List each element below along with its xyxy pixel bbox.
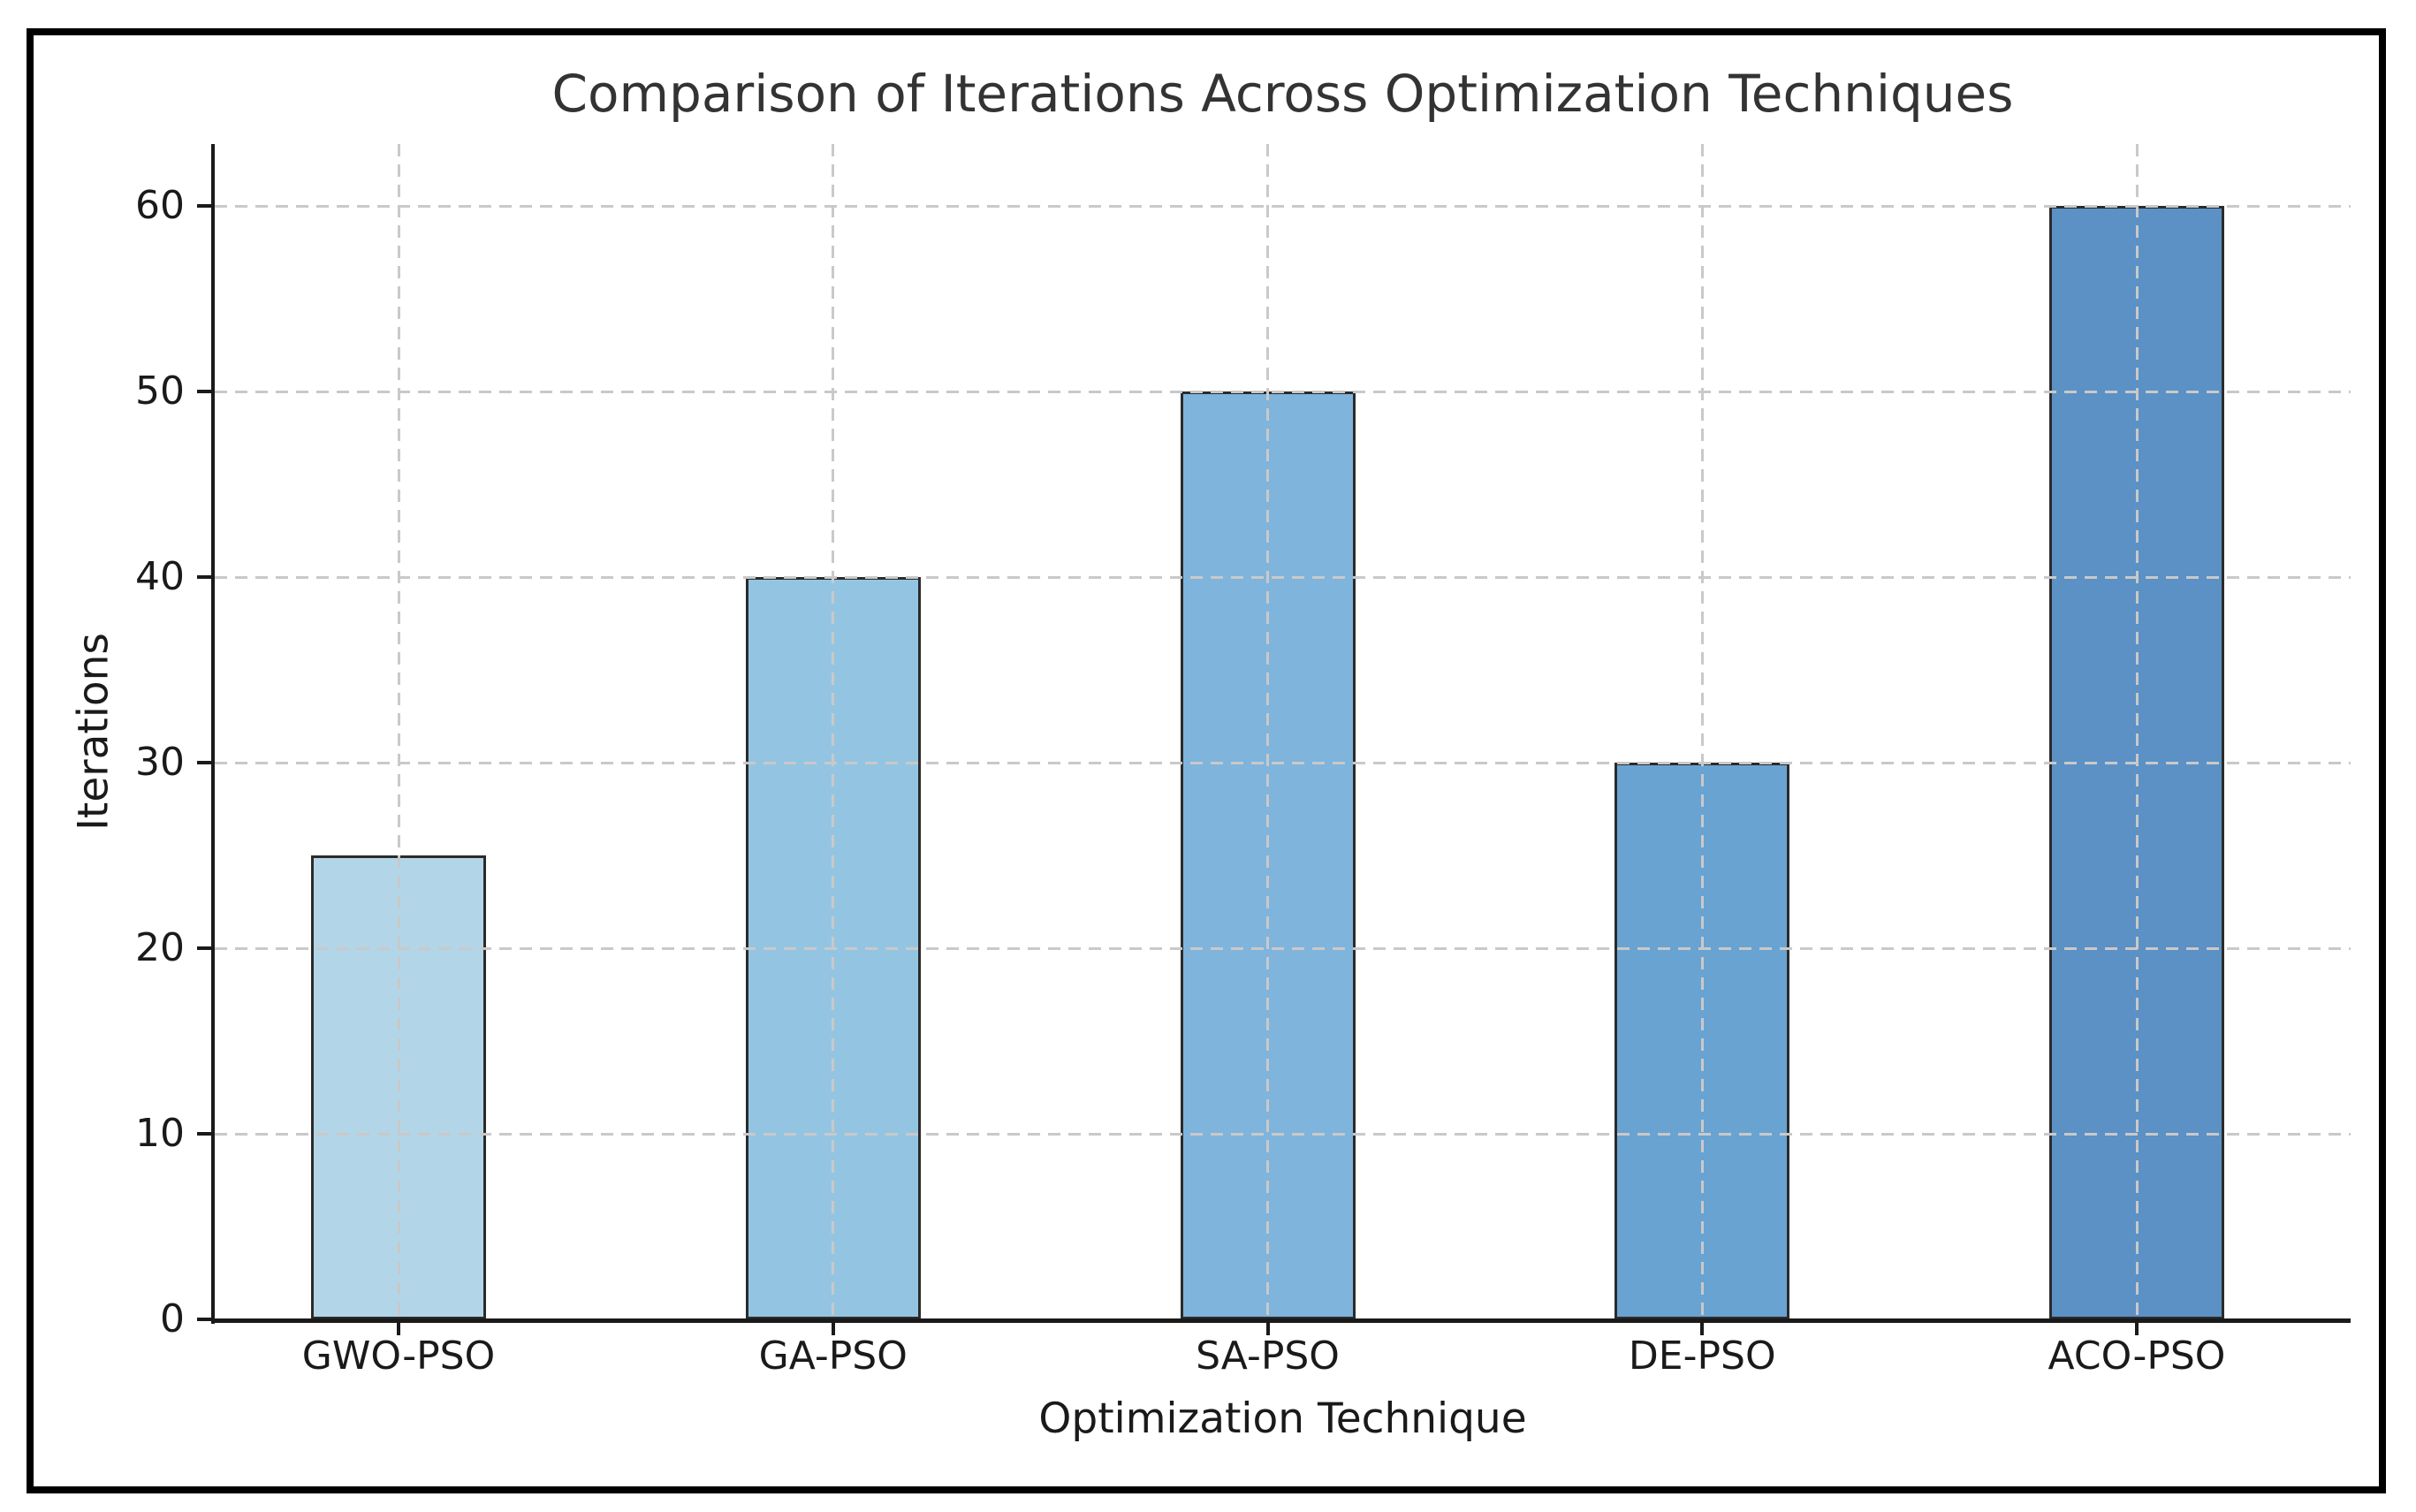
v-gridline-sa-pso — [1266, 144, 1269, 1319]
h-gridline-50 — [215, 390, 2351, 393]
v-gridline-aco-pso — [2135, 144, 2139, 1319]
h-gridline-40 — [215, 575, 2351, 579]
x-tick-label-gwo-pso: GWO-PSO — [301, 1333, 496, 1379]
h-gridline-20 — [215, 946, 2351, 950]
chart-title: Comparison of Iterations Across Optimiza… — [551, 64, 2014, 124]
y-tick-label-40: 40 — [135, 554, 185, 599]
y-tick-mark-50 — [197, 390, 213, 393]
x-axis-spine — [211, 1318, 2351, 1323]
h-gridline-60 — [215, 204, 2351, 208]
x-tick-label-ga-pso: GA-PSO — [758, 1333, 908, 1379]
h-gridline-10 — [215, 1132, 2351, 1136]
figure-border — [27, 28, 2386, 1493]
v-gridline-gwo-pso — [397, 144, 400, 1319]
x-tick-mark-de-pso — [1700, 1319, 1705, 1335]
y-tick-mark-0 — [197, 1318, 213, 1321]
y-tick-label-0: 0 — [160, 1296, 185, 1341]
x-tick-mark-sa-pso — [1265, 1319, 1270, 1335]
x-tick-mark-ga-pso — [831, 1319, 835, 1335]
y-tick-label-20: 20 — [135, 925, 185, 970]
y-axis-label: Iterations — [69, 633, 118, 831]
y-tick-mark-60 — [197, 204, 213, 208]
x-tick-label-aco-pso: ACO-PSO — [2048, 1333, 2226, 1379]
v-gridline-ga-pso — [832, 144, 835, 1319]
x-axis-label: Optimization Technique — [1038, 1394, 1527, 1443]
y-axis-spine — [211, 144, 215, 1324]
y-tick-mark-10 — [197, 1132, 213, 1136]
x-tick-mark-aco-pso — [2135, 1319, 2139, 1335]
y-tick-mark-20 — [197, 946, 213, 950]
y-tick-mark-30 — [197, 761, 213, 764]
y-tick-label-30: 30 — [135, 740, 185, 785]
x-tick-label-de-pso: DE-PSO — [1628, 1333, 1776, 1379]
x-tick-label-sa-pso: SA-PSO — [1196, 1333, 1340, 1379]
y-tick-label-50: 50 — [135, 369, 185, 414]
v-gridline-de-pso — [1700, 144, 1704, 1319]
y-tick-label-10: 10 — [135, 1111, 185, 1156]
x-tick-mark-gwo-pso — [397, 1319, 400, 1335]
y-tick-mark-40 — [197, 575, 213, 579]
y-tick-label-60: 60 — [135, 183, 185, 228]
h-gridline-30 — [215, 761, 2351, 764]
